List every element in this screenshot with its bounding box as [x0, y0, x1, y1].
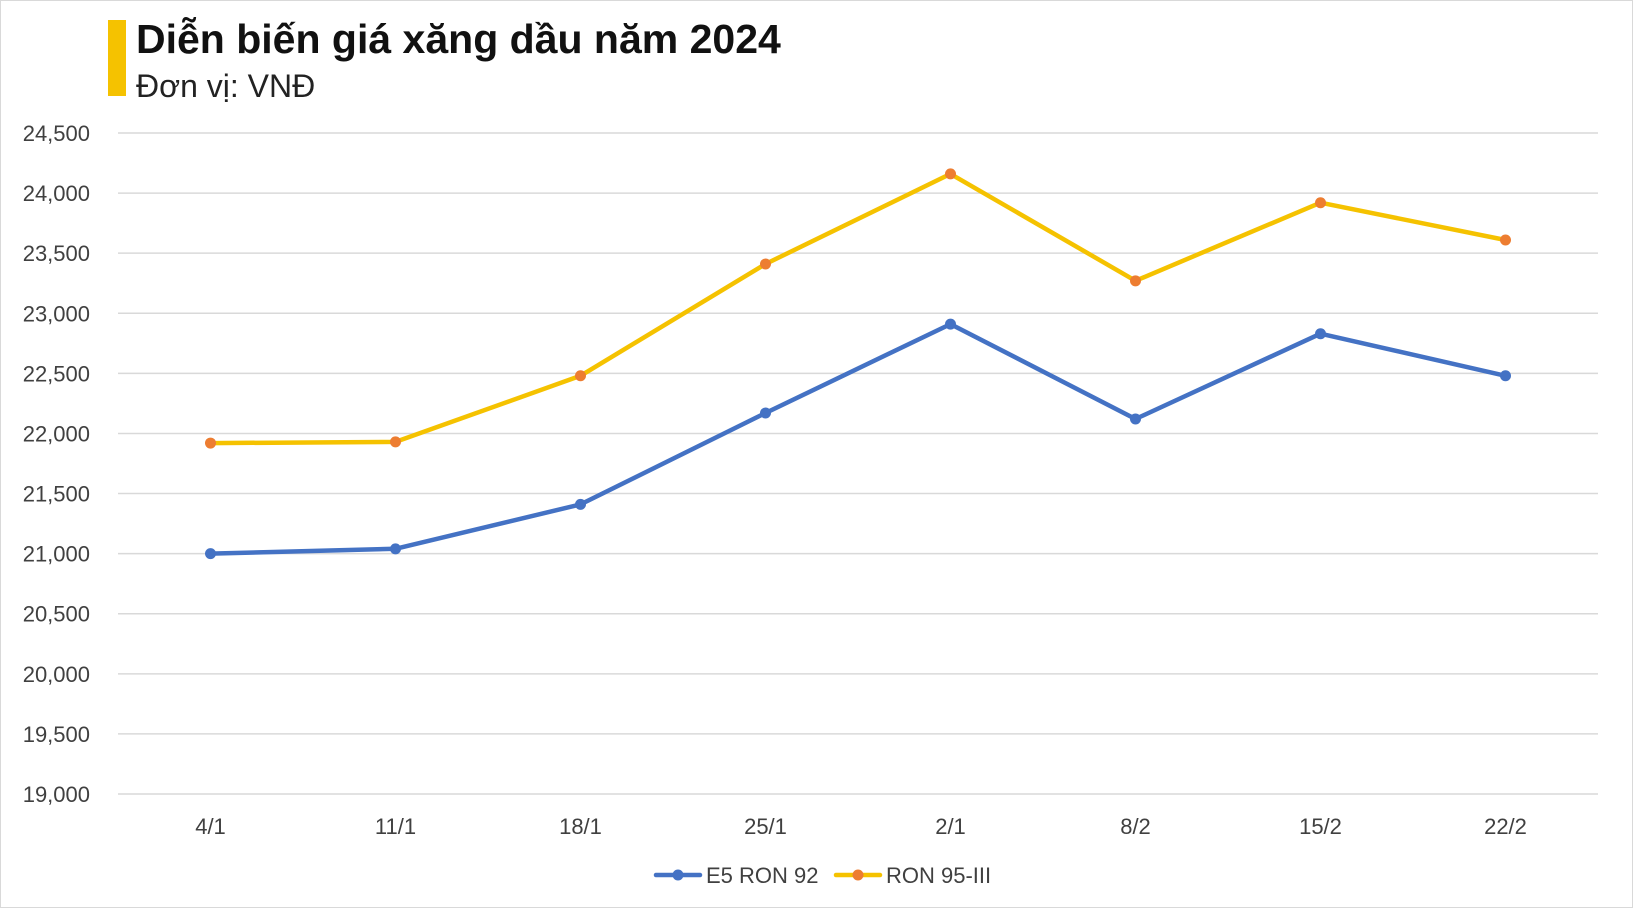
x-tick-label: 15/2 [1299, 814, 1342, 839]
series-line-e5-ron92 [208, 321, 1508, 556]
x-tick-label: 22/2 [1484, 814, 1527, 839]
y-tick-label: 19,500 [23, 722, 90, 747]
data-point-e5-ron92 [760, 407, 771, 419]
data-point-ron95-iii [1130, 275, 1141, 287]
legend-label-ron95-iii: RON 95-III [886, 863, 991, 888]
y-tick-label: 22,000 [23, 421, 90, 446]
y-tick-label: 21,000 [23, 542, 90, 567]
legend-marker-ron95-iii [852, 869, 864, 881]
data-point-e5-ron92 [945, 318, 956, 330]
data-point-ron95-iii [760, 258, 771, 270]
x-tick-label: 11/1 [375, 814, 416, 839]
data-point-e5-ron92 [205, 548, 216, 560]
data-point-ron95-iii [575, 370, 586, 382]
title-accent-bar [108, 20, 126, 96]
y-tick-label: 23,000 [23, 301, 90, 326]
x-tick-label: 2/1 [935, 814, 966, 839]
y-tick-label: 24,000 [23, 181, 90, 206]
y-tick-label: 23,500 [23, 241, 90, 266]
data-point-ron95-iii [1500, 234, 1511, 246]
x-tick-label: 18/1 [559, 814, 602, 839]
data-point-e5-ron92 [1315, 328, 1326, 340]
chart-title: Diễn biến giá xăng dầu năm 2024 [136, 16, 781, 62]
x-tick-label: 4/1 [195, 814, 226, 839]
data-point-e5-ron92 [390, 543, 401, 555]
y-tick-label: 20,500 [23, 602, 90, 627]
x-tick-label: 25/1 [744, 814, 787, 839]
data-point-ron95-iii [205, 437, 216, 449]
legend-marker-e5-ron92 [672, 869, 684, 881]
y-tick-label: 24,500 [23, 121, 90, 146]
data-point-ron95-iii [390, 436, 401, 448]
y-tick-label: 19,000 [23, 782, 90, 807]
data-point-ron95-iii [1315, 197, 1326, 209]
y-tick-label: 21,500 [23, 482, 90, 507]
data-point-e5-ron92 [1130, 413, 1141, 425]
data-point-e5-ron92 [1500, 370, 1511, 382]
legend-label-e5-ron92: E5 RON 92 [706, 863, 819, 888]
chart-subtitle: Đơn vị: VNĐ [136, 68, 316, 104]
data-point-ron95-iii [945, 168, 956, 180]
y-tick-label: 22,500 [23, 361, 90, 386]
series-line-ron95-iii [208, 171, 1508, 446]
data-point-e5-ron92 [575, 498, 586, 510]
x-tick-label: 8/2 [1120, 814, 1151, 839]
y-tick-label: 20,000 [23, 662, 90, 687]
